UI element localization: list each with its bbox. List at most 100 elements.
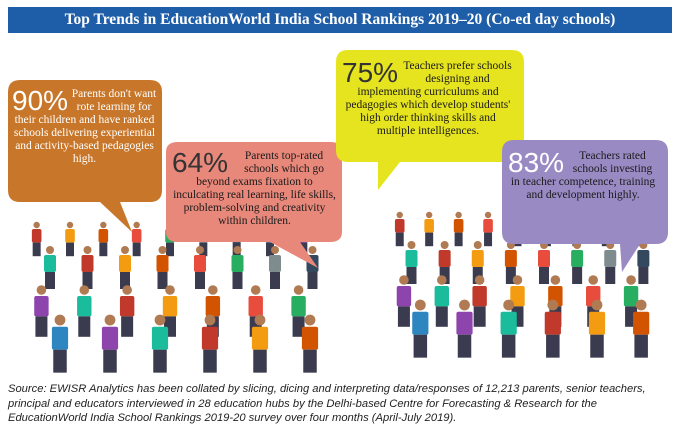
person-part (484, 211, 492, 219)
person-part (591, 299, 603, 311)
person-part (78, 316, 91, 337)
person-part (53, 349, 67, 373)
person-part (195, 272, 205, 289)
person-part (154, 314, 166, 326)
person-part (455, 211, 462, 219)
person-part (45, 272, 55, 289)
person-part (232, 272, 243, 289)
person-part (394, 219, 405, 233)
person-part (31, 229, 42, 243)
source-note: Source: EWISR Analytics has been collate… (8, 383, 646, 424)
person-part (82, 272, 93, 289)
person-part (588, 311, 606, 335)
person-part (122, 285, 132, 295)
person-part (546, 334, 560, 358)
percent: 64% (172, 147, 229, 178)
person-part (413, 334, 428, 358)
person-part (396, 211, 403, 219)
person-part (251, 326, 269, 350)
person-part (454, 232, 463, 247)
person-part (158, 246, 167, 254)
person-part (79, 285, 90, 295)
person-part (46, 246, 54, 254)
person-part (44, 255, 56, 272)
person-part (483, 219, 493, 233)
person-part (425, 232, 434, 247)
person-part (425, 211, 433, 219)
bubble: 64% Parents top-rated schools which go be… (172, 147, 337, 228)
person-part (250, 285, 261, 295)
title-bar: Top Trends in EducationWorld India Schoo… (8, 7, 672, 33)
bubble: 83% Teachers rated schools investing in t… (508, 149, 658, 202)
person-part (436, 275, 447, 285)
person-part (588, 275, 599, 285)
person-part (307, 272, 318, 289)
person-part (474, 275, 485, 285)
person-part (131, 229, 142, 243)
person-part (292, 316, 305, 337)
person-part (119, 255, 131, 272)
person-part (456, 311, 473, 335)
person-part (399, 275, 409, 285)
person-part (204, 314, 216, 326)
person-part (254, 314, 266, 326)
person-part (151, 326, 169, 350)
person-part (484, 232, 493, 247)
person-part (406, 267, 417, 284)
person-part (153, 349, 167, 373)
person-part (471, 250, 484, 267)
person-part (304, 314, 316, 326)
person-part (83, 246, 92, 254)
person-part (36, 285, 47, 295)
person-part (434, 286, 449, 307)
person-part (291, 296, 306, 317)
person-part (194, 255, 206, 272)
person-part (503, 299, 515, 311)
person-part (538, 250, 550, 267)
person-part (81, 255, 94, 272)
person-part (66, 221, 74, 229)
person-part (500, 311, 517, 335)
person-part (308, 246, 317, 254)
person-part (405, 250, 418, 267)
person-part (550, 275, 561, 285)
person-part (270, 272, 280, 289)
person-part (104, 314, 116, 326)
person-part (271, 246, 279, 254)
person-part (505, 267, 516, 284)
percent: 75% (342, 57, 399, 88)
person-part (626, 275, 636, 285)
person-part (397, 306, 410, 327)
person-part (293, 285, 304, 295)
bubble-shape (502, 140, 668, 272)
person-part (472, 286, 487, 307)
person-part (473, 241, 482, 249)
person-part (201, 326, 219, 350)
person-part (119, 296, 135, 317)
person-part (32, 242, 41, 257)
person-part (572, 267, 583, 284)
person-part (635, 299, 647, 311)
person-part (51, 326, 69, 350)
person-part (440, 241, 449, 249)
person-part (590, 334, 604, 358)
person-part (66, 242, 74, 257)
person-part (473, 306, 486, 327)
person-part (637, 250, 650, 267)
person-part (156, 255, 169, 272)
person-part (623, 286, 639, 307)
person-part (121, 316, 134, 337)
person-part (412, 311, 429, 335)
person-part (205, 296, 221, 317)
person-part (165, 285, 175, 295)
bubble-text: Teachers prefer schools designing and im… (345, 60, 512, 137)
bubble-shape (166, 142, 342, 268)
person-part (633, 311, 650, 335)
person-part (501, 334, 516, 358)
percent: 90% (12, 85, 69, 116)
bubble: 90% Parents don't want rote learning for … (12, 85, 157, 166)
person-part (101, 326, 119, 350)
person-part (54, 314, 66, 326)
person-part (100, 221, 107, 229)
